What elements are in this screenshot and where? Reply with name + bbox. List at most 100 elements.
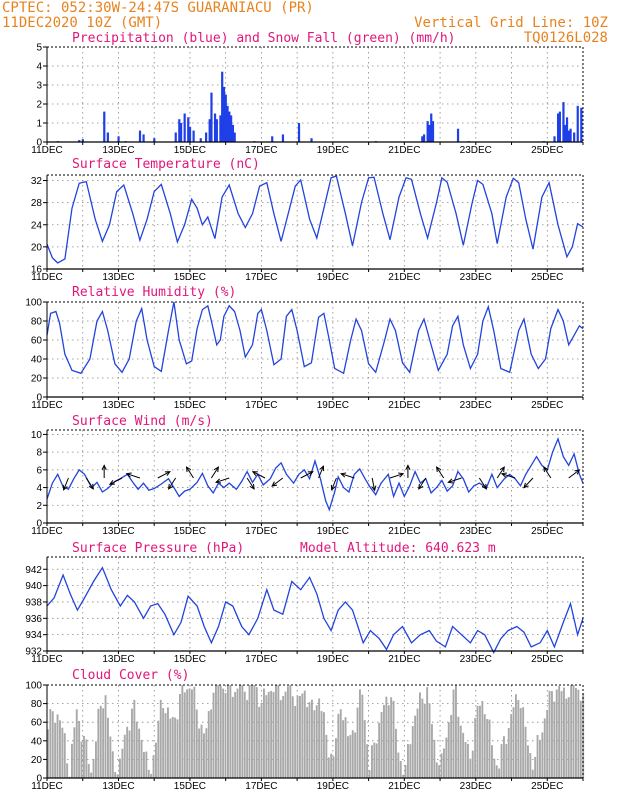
cloud-bar <box>570 685 573 778</box>
x-tick-label: 15DEC <box>174 781 206 792</box>
cloud-bar <box>66 763 69 778</box>
precip-bar <box>567 130 570 142</box>
y-tick-label: 934 <box>25 630 42 641</box>
precip-title: Precipitation (blue) and Snow Fall (gree… <box>72 31 456 46</box>
cloud-bar <box>579 700 582 778</box>
cloud-bar <box>459 725 462 778</box>
y-tick-label: 938 <box>25 597 42 608</box>
cloud-bar <box>402 774 405 778</box>
wind-arrow <box>436 466 445 479</box>
y-tick-label: 40 <box>31 355 43 366</box>
cloud-bar <box>109 736 112 778</box>
cloud-bar <box>546 709 549 778</box>
cloud-bar <box>563 687 565 778</box>
cloud-bar <box>291 696 294 778</box>
cloud-bar <box>219 685 222 778</box>
precip-bar <box>230 115 233 142</box>
cloud-bar <box>239 685 241 778</box>
x-tick-label: 17DEC <box>245 781 277 792</box>
cloud-bar <box>174 717 177 778</box>
cloud-bar <box>279 700 282 778</box>
cloud-bar <box>555 689 558 778</box>
cloud-bar <box>299 695 301 778</box>
y-tick-label: 2 <box>36 100 42 111</box>
wind-arrow-head <box>418 483 424 490</box>
cloud-bar <box>392 700 395 778</box>
x-tick-label: 11DEC <box>31 654 63 665</box>
cloud-bar <box>486 719 489 778</box>
x-tick-label: 15DEC <box>174 526 206 537</box>
cloud-bar <box>519 708 522 778</box>
cloud-bar <box>503 736 505 778</box>
cloud-bar <box>344 717 347 778</box>
precip-bar <box>213 113 217 142</box>
y-tick-label: 940 <box>25 581 42 592</box>
precip-bar <box>208 119 211 142</box>
cloud-bar <box>474 718 477 778</box>
cloud-bar <box>145 751 148 778</box>
cloud-bar <box>56 714 59 778</box>
wind-arrow-head <box>481 483 487 490</box>
cloud-bar <box>301 693 304 778</box>
cloud-bar <box>111 751 114 778</box>
x-tick-label: 21DEC <box>388 145 420 156</box>
wind-arrow-head <box>543 466 549 473</box>
x-tick-label: 17DEC <box>245 654 277 665</box>
wind-arrow <box>523 477 534 488</box>
cloud-bar <box>131 708 133 778</box>
cloud-bar <box>198 728 201 778</box>
wind-arrow <box>157 471 171 479</box>
cloud-bar <box>186 689 189 778</box>
cloud-bar <box>373 742 376 778</box>
y-tick-label: 16 <box>31 265 43 276</box>
precip-bar <box>210 92 213 142</box>
cloud-bar <box>551 691 553 778</box>
wind-arrow <box>448 477 462 483</box>
wind-arrow-head <box>101 464 107 471</box>
cloud-bar <box>210 709 213 778</box>
cloud-bar <box>270 690 273 778</box>
precip-bar <box>153 138 156 142</box>
precip-bar <box>215 119 218 142</box>
cloud-bar <box>505 743 508 778</box>
cloud-bar <box>191 689 193 778</box>
cloud-bar <box>479 705 481 778</box>
cloud-bar <box>529 753 532 778</box>
cloud-bar <box>325 734 328 778</box>
x-tick-label: 19DEC <box>317 781 349 792</box>
cloud-bar <box>61 727 64 778</box>
cloud-bar <box>140 739 143 778</box>
precip-bar <box>422 134 426 142</box>
cloud-bar <box>258 706 261 778</box>
precip-bar <box>431 121 435 142</box>
cloud-bar <box>330 753 333 778</box>
wind-arrow-head <box>88 483 94 490</box>
cloud-bar <box>133 699 136 778</box>
wind-arrow-head <box>249 483 255 490</box>
cloud-bar <box>527 745 529 778</box>
cloud-bar <box>275 685 277 778</box>
temp-panel: 16 20 24 28 32 11DEC 13DEC 15DEC 17DEC 19DEC 21DEC… <box>31 174 584 283</box>
rh-series-line <box>46 301 584 375</box>
cloud-bar <box>356 707 359 778</box>
x-tick-label: 13DEC <box>102 272 134 283</box>
cloud-bar <box>85 739 88 778</box>
cloud-bar <box>522 707 525 778</box>
x-tick-label: 25DEC <box>531 400 563 411</box>
cloud-bar <box>385 696 388 778</box>
cloud-bar <box>524 726 527 778</box>
cloud-bar <box>409 744 412 778</box>
cloud-bar <box>126 726 129 778</box>
cloud-bar <box>164 713 167 778</box>
x-tick-label: 25DEC <box>531 781 563 792</box>
cloud-bar <box>339 709 342 778</box>
cloud-bar <box>507 727 510 778</box>
precip-bar <box>178 119 181 142</box>
wind-arrow-head <box>500 472 507 478</box>
cloud-bar <box>347 736 349 778</box>
cloud-bar <box>462 732 465 778</box>
cloud-bar <box>143 751 145 778</box>
cloud-bar <box>294 706 297 778</box>
cloud-bar <box>169 718 172 778</box>
cloud-bar <box>539 739 541 778</box>
